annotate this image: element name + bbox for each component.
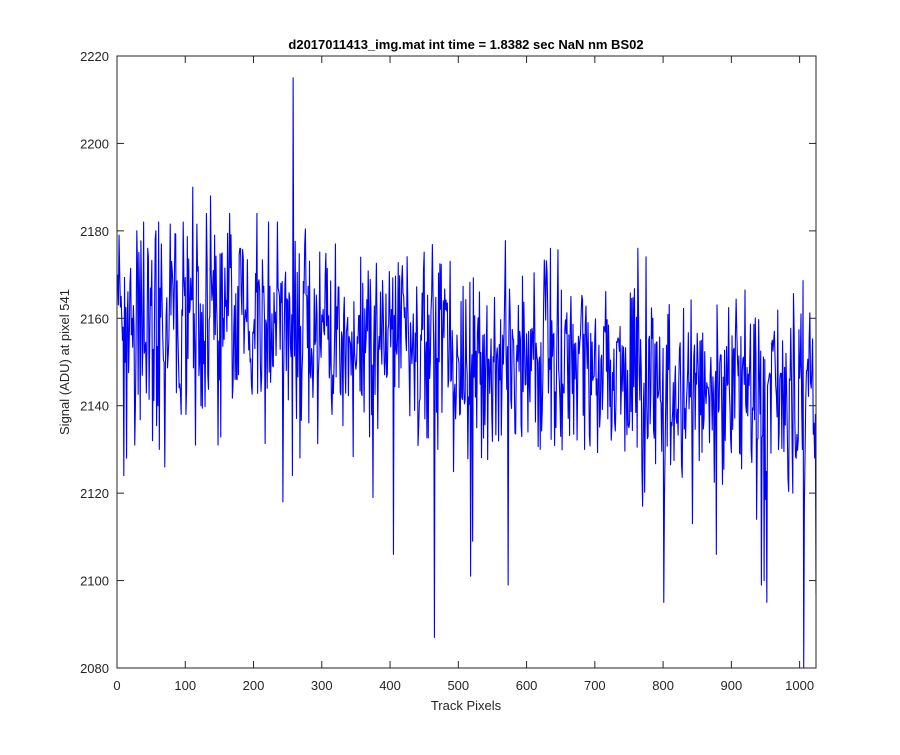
y-tick-label: 2080 <box>80 661 109 676</box>
y-tick-label: 2200 <box>80 136 109 151</box>
series-line <box>117 77 816 668</box>
x-tick-label: 600 <box>516 678 538 693</box>
x-tick-label: 400 <box>379 678 401 693</box>
x-tick-label: 300 <box>311 678 333 693</box>
data-layer <box>117 77 816 668</box>
x-axis: 0 100 200 300 400 500 600 700 800 900 1000 <box>113 56 814 693</box>
y-axis-label: Signal (ADU) at pixel 541 <box>57 289 72 435</box>
x-tick-label: 700 <box>584 678 606 693</box>
x-tick-label: 0 <box>113 678 120 693</box>
y-tick-label: 2100 <box>80 574 109 589</box>
x-tick-label: 1000 <box>785 678 814 693</box>
chart-title: d2017011413_img.mat int time = 1.8382 se… <box>288 37 643 52</box>
y-axis: 2080 2100 2120 2140 2160 2180 2200 2220 <box>80 49 816 676</box>
y-tick-label: 2180 <box>80 224 109 239</box>
y-tick-label: 2140 <box>80 399 109 414</box>
axes-frame <box>116 55 817 669</box>
x-tick-label: 500 <box>447 678 469 693</box>
y-tick-label: 2120 <box>80 486 109 501</box>
x-tick-label: 100 <box>174 678 196 693</box>
x-axis-label: Track Pixels <box>431 698 502 713</box>
y-tick-label: 2220 <box>80 49 109 64</box>
x-tick-label: 900 <box>721 678 743 693</box>
x-tick-label: 800 <box>652 678 674 693</box>
y-tick-label: 2160 <box>80 311 109 326</box>
x-tick-label: 200 <box>243 678 265 693</box>
